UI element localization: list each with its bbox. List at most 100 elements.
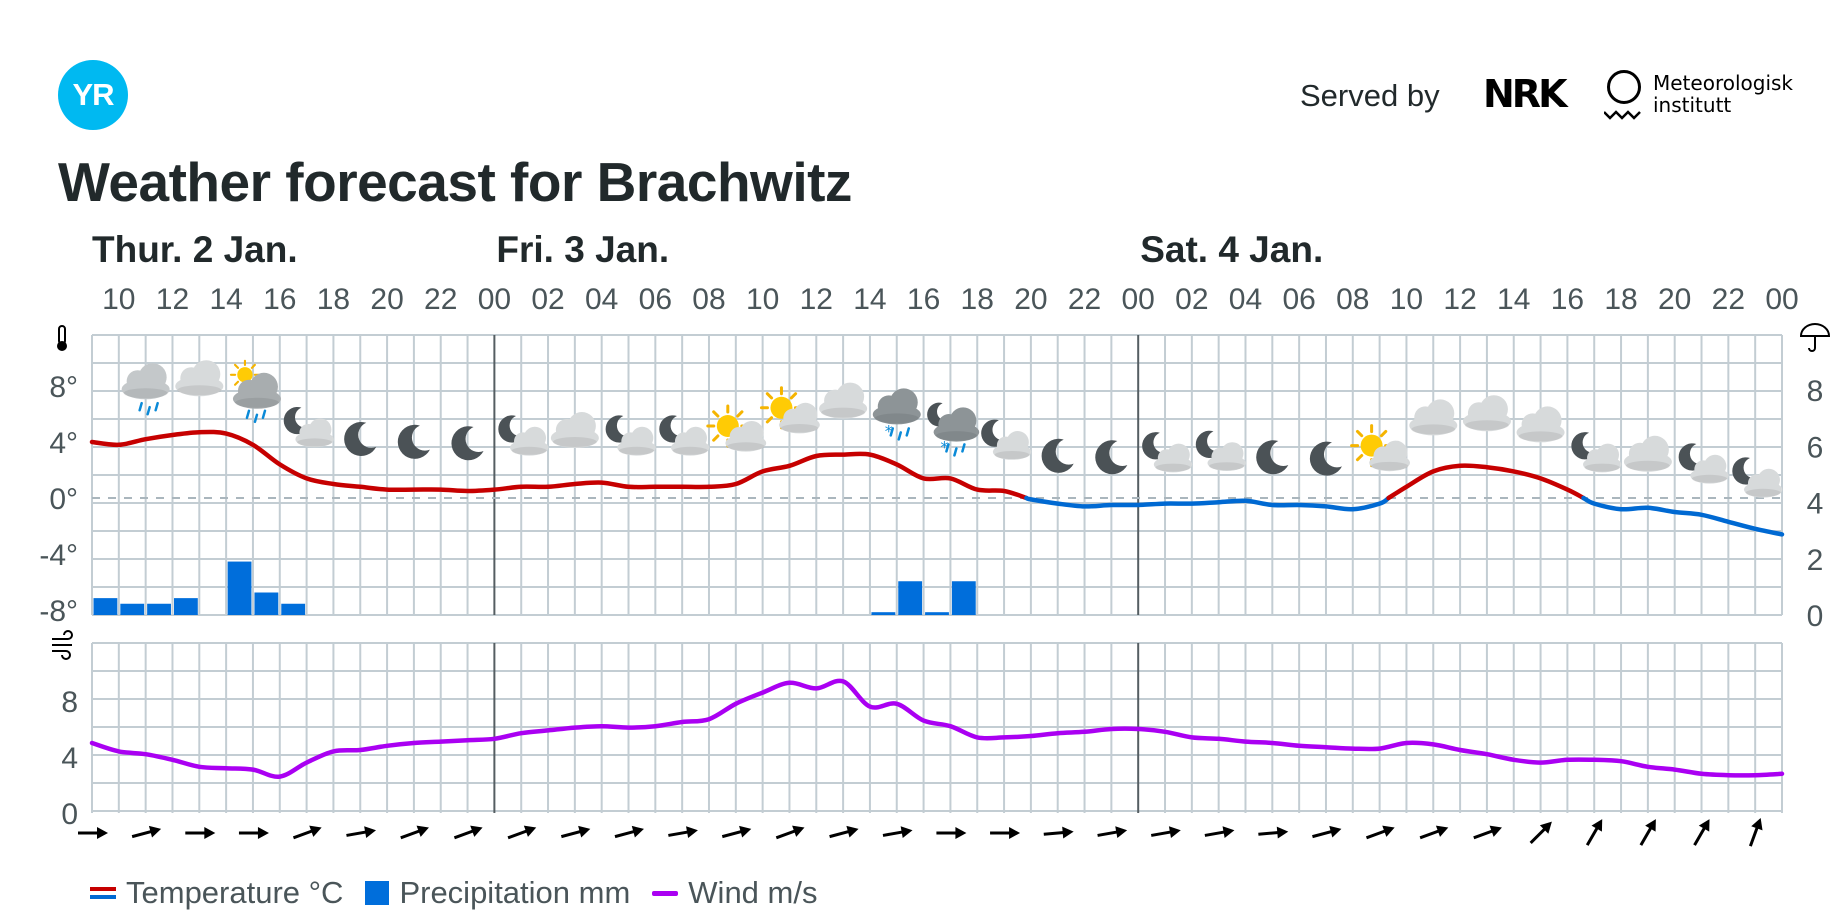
wind-arrow-icon bbox=[668, 826, 698, 839]
rain-drop bbox=[154, 401, 159, 412]
precip-bar bbox=[898, 581, 923, 615]
cloud-shadow bbox=[1518, 431, 1563, 442]
moon-shape bbox=[1256, 440, 1289, 475]
hour-tick-label: 06 bbox=[639, 283, 672, 316]
wind-arrow-head bbox=[631, 825, 644, 838]
cloud-icon bbox=[550, 412, 599, 448]
cloud-puff bbox=[1167, 443, 1190, 466]
wind-arrow-head bbox=[1698, 819, 1710, 832]
wind-arrow-icon bbox=[1473, 825, 1502, 840]
wind-swatch-icon bbox=[652, 890, 679, 896]
wind-arrow-icon bbox=[936, 827, 967, 839]
rain-drop bbox=[146, 405, 151, 416]
cloud-shadow bbox=[821, 407, 866, 418]
wind-arrow-icon bbox=[131, 825, 162, 839]
served-by-label: Served by bbox=[1300, 78, 1440, 113]
forecast-chart: Thur. 2 Jan. Fri. 3 Jan. Sat. 4 Jan. 10 12 14… bbox=[39, 229, 1831, 847]
wind-arrow-icon bbox=[1043, 826, 1074, 839]
wind-arrow-head bbox=[1435, 825, 1449, 837]
wind-arrow-head bbox=[1168, 826, 1181, 839]
wind-arrow-icon bbox=[882, 826, 913, 839]
rain-drop bbox=[253, 413, 259, 424]
wind-arrow-head bbox=[1591, 819, 1603, 832]
cloud-puff bbox=[836, 382, 865, 411]
met-logo-line1: Meteorologisk bbox=[1653, 71, 1794, 95]
hour-tick-label: 22 bbox=[1068, 283, 1101, 316]
wind-arrow-icon bbox=[1748, 817, 1763, 847]
sun-ray bbox=[1380, 429, 1388, 438]
hour-tick-label: 00 bbox=[1122, 283, 1155, 316]
cloud-shadow bbox=[1155, 463, 1191, 472]
legend-temperature[interactable]: Temperature °C bbox=[90, 875, 343, 911]
cloud-icon bbox=[1516, 406, 1565, 443]
cloud-puff bbox=[192, 360, 221, 389]
cloud-puff bbox=[1596, 443, 1620, 466]
cloud-puff bbox=[1221, 442, 1244, 465]
hour-tick-label: 00 bbox=[1765, 283, 1798, 316]
axis-icons bbox=[52, 323, 1831, 660]
day-label: Sat. 4 Jan. bbox=[1140, 229, 1323, 270]
cloud-puff bbox=[793, 402, 818, 427]
wind-arrow-icon bbox=[1639, 819, 1656, 846]
wind-arrow-icon bbox=[560, 825, 591, 839]
wind-arrow-icon bbox=[346, 826, 377, 839]
hour-tick-label: 20 bbox=[1014, 283, 1047, 316]
cloud-shadow bbox=[994, 451, 1030, 459]
yr-logo[interactable]: YR bbox=[58, 60, 128, 130]
cloud-shadow bbox=[1691, 474, 1728, 483]
thermometer-icon bbox=[57, 325, 67, 351]
hour-tick-label: 20 bbox=[370, 283, 403, 316]
hour-tick-label: 16 bbox=[263, 283, 296, 316]
cloud-shape bbox=[1743, 468, 1783, 498]
hour-tick-label: 18 bbox=[317, 283, 350, 316]
cloud-shape bbox=[670, 426, 710, 456]
temp-tick-label: 4° bbox=[49, 427, 78, 460]
wind-stroke bbox=[52, 630, 73, 640]
cloud-icon bbox=[1462, 395, 1511, 432]
moon-crescent bbox=[344, 422, 377, 457]
sun-cloud-icon bbox=[1350, 424, 1411, 472]
cloud-shadow bbox=[1370, 461, 1409, 471]
temperature-line-cold bbox=[1581, 495, 1785, 537]
legend-precipitation[interactable]: Precipitation mm bbox=[365, 875, 630, 911]
temp-tick-label: -4° bbox=[39, 539, 78, 572]
cloud-shadow bbox=[935, 431, 978, 441]
wind-arrow-head bbox=[364, 826, 377, 839]
hour-tick-label: 04 bbox=[1229, 283, 1262, 316]
precip-bar bbox=[871, 612, 896, 615]
wind-tick-label: 0 bbox=[61, 798, 78, 831]
legend-wind[interactable]: Wind m/s bbox=[652, 875, 817, 911]
cloud-puff bbox=[1533, 406, 1562, 435]
temp-tick-label: 8° bbox=[49, 371, 78, 404]
wind-arrow-head bbox=[309, 825, 322, 837]
wind-arrow-icon bbox=[507, 825, 537, 840]
met-logo-text[interactable]: Meteorologisk institutt bbox=[1653, 72, 1793, 116]
hour-tick-label: 10 bbox=[1390, 283, 1423, 316]
wind-tick-label: 4 bbox=[61, 742, 78, 775]
cloud-shape bbox=[295, 418, 334, 448]
cloud-shape bbox=[617, 426, 656, 456]
precipitation-swatch-icon bbox=[365, 881, 390, 905]
rain-drop bbox=[245, 409, 251, 420]
rain-drop bbox=[905, 427, 911, 437]
wind-arrow-head bbox=[1276, 826, 1289, 839]
moon-shape bbox=[1041, 438, 1074, 473]
precip-bar bbox=[227, 561, 252, 615]
moon-crescent bbox=[1256, 440, 1289, 475]
cloud-shape bbox=[992, 431, 1032, 460]
cloud-shadow bbox=[1209, 462, 1245, 471]
cloud-shape bbox=[1462, 395, 1511, 432]
met-logo-line2: institutt bbox=[1653, 93, 1732, 117]
sun-ray bbox=[712, 410, 720, 418]
moon-cloud-icon bbox=[1142, 432, 1193, 473]
wind-arrow-head bbox=[686, 826, 698, 839]
cloud-shape bbox=[1207, 442, 1246, 471]
cloud-shape bbox=[1690, 454, 1729, 484]
precip-bar bbox=[254, 592, 279, 615]
wind-arrow-head bbox=[1115, 826, 1128, 839]
wind-arrow-icon bbox=[990, 827, 1021, 839]
nrk-logo[interactable]: NRK bbox=[1483, 72, 1567, 116]
wind-arrow-head bbox=[1539, 821, 1552, 834]
cloud-shape bbox=[1369, 440, 1411, 472]
sun-cloud-icon bbox=[759, 386, 820, 434]
